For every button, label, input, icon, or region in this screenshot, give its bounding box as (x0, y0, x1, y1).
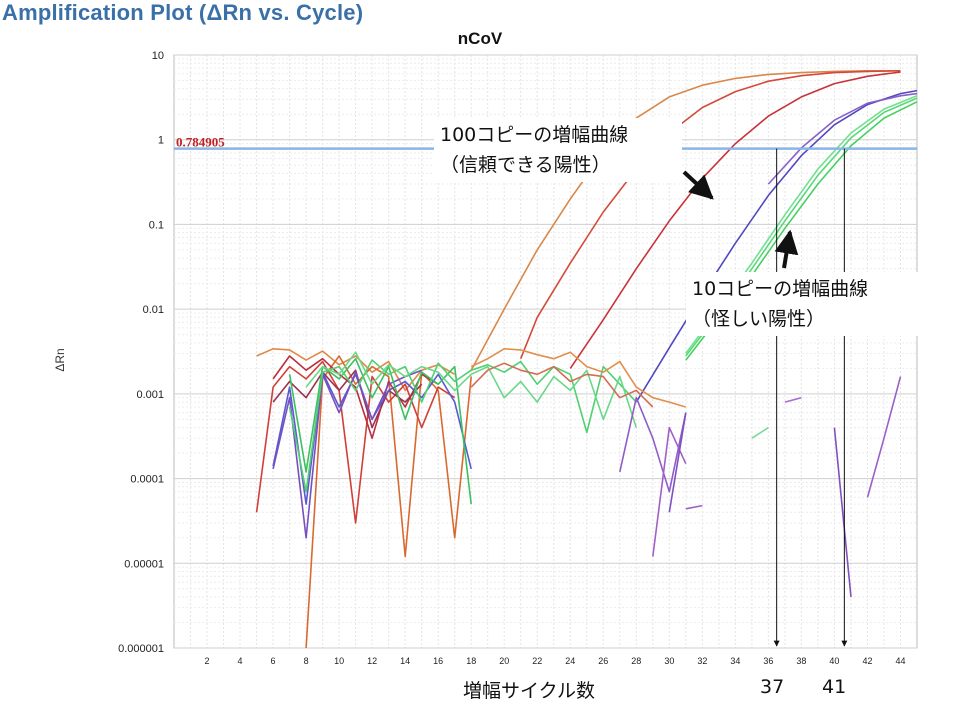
y-tick-label: 0.1 (149, 219, 164, 231)
series-line-26 (751, 426, 769, 439)
series-line-25 (784, 396, 802, 403)
y-tick-label: 0.01 (143, 304, 164, 316)
series-line-19 (470, 348, 687, 408)
x-tick-label: 40 (829, 656, 839, 666)
x-tick-label: 24 (565, 656, 575, 666)
series-line-21 (619, 396, 687, 493)
threshold-label: 0.784905 (176, 135, 225, 150)
x-tick-label: 26 (598, 656, 608, 666)
callout-100-line2: （信頼できる陽性） (440, 154, 611, 176)
page-title: Amplification Plot (ΔRn vs. Cycle) (2, 0, 364, 25)
x-tick-label: 44 (895, 656, 905, 666)
series-line-27 (833, 427, 852, 598)
series-line-13 (272, 369, 423, 429)
y-tick-label: 1 (158, 135, 164, 147)
x-tick-label: 4 (238, 656, 243, 666)
callout-100-copies: 100コピーの増幅曲線 （信頼できる陽性） (434, 118, 682, 182)
chart-title: nCoV (458, 29, 503, 48)
callout-10-line1: 10コピーの増幅曲線 (692, 278, 869, 300)
x-tick-label: 14 (400, 656, 410, 666)
x-tick-label: 42 (862, 656, 872, 666)
x-tick-label: 32 (697, 656, 707, 666)
x-tick-label: 20 (499, 656, 509, 666)
x-tick-label: 28 (631, 656, 641, 666)
series-line-23 (668, 412, 687, 513)
y-tick-label: 0.0001 (130, 474, 164, 486)
series-line-28 (866, 376, 902, 498)
series-line-2 (519, 70, 901, 359)
callout-10-copies: 10コピーの増幅曲線 （怪しい陽性） (686, 272, 920, 336)
x-tick-label: 18 (466, 656, 476, 666)
callout-10-arrow (774, 229, 799, 269)
series-line-17 (288, 359, 637, 493)
series-line-20 (470, 362, 654, 408)
x-tick-label: 38 (796, 656, 806, 666)
series-line-24 (685, 504, 703, 510)
x-tick-label: 10 (334, 656, 344, 666)
y-tick-label: 0.00001 (124, 558, 164, 570)
series-line-5 (767, 92, 918, 185)
x-tick-label: 16 (433, 656, 443, 666)
x-tick-label: 30 (664, 656, 674, 666)
x-tick-label: 12 (367, 656, 377, 666)
x-tick-label: 2 (205, 656, 210, 666)
x-tick-label: 34 (730, 656, 740, 666)
y-tick-label: 0.001 (136, 389, 164, 401)
callout-10-line2: （怪しい陽性） (692, 308, 826, 330)
y-axis-label: ΔRn (53, 348, 67, 371)
x-tick-label: 36 (763, 656, 773, 666)
series-line-11 (255, 360, 456, 524)
series-line-15 (272, 369, 422, 539)
series-line-16 (288, 357, 472, 505)
y-tick-label: 10 (152, 50, 164, 62)
series-line-1 (470, 70, 901, 371)
ct-label-37: 37 (760, 676, 785, 698)
annotation-group (682, 148, 848, 647)
series-line-10 (305, 355, 472, 649)
x-tick-label: 22 (532, 656, 542, 666)
callout-100-line1: 100コピーの増幅曲線 (440, 124, 629, 146)
x-axis-caption: 増幅サイクル数 (463, 680, 596, 702)
callout-100-arrow (682, 170, 714, 200)
series-line-22 (652, 426, 687, 557)
series-group (255, 70, 918, 649)
series-line-3 (569, 71, 901, 369)
x-tick-label: 8 (304, 656, 309, 666)
y-tick-label: 0.000001 (118, 643, 164, 655)
ct-label-41: 41 (822, 676, 847, 698)
x-tick-label: 6 (271, 656, 276, 666)
